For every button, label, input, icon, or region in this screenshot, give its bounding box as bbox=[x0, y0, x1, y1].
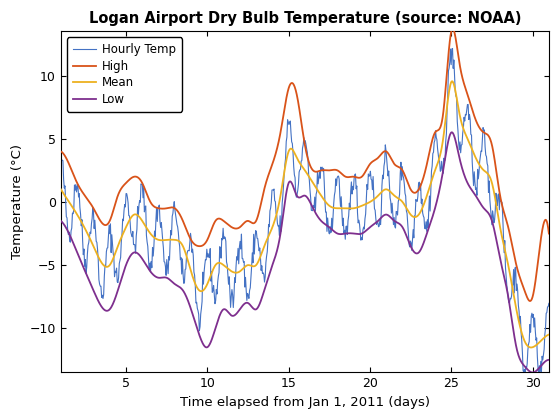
High bbox=[282, 102, 288, 107]
Hourly Temp bbox=[365, 187, 371, 192]
High bbox=[531, 282, 538, 287]
Hourly Temp bbox=[535, 372, 542, 377]
Hourly Temp bbox=[116, 258, 123, 263]
Line: Mean: Mean bbox=[61, 81, 549, 347]
Hourly Temp bbox=[67, 239, 73, 244]
Title: Logan Airport Dry Bulb Temperature (source: NOAA): Logan Airport Dry Bulb Temperature (sour… bbox=[88, 11, 521, 26]
Mean bbox=[532, 344, 539, 349]
High bbox=[532, 280, 539, 285]
Legend: Hourly Temp, High, Mean, Low: Hourly Temp, High, Mean, Low bbox=[67, 37, 182, 112]
Mean bbox=[282, 164, 288, 169]
Low bbox=[531, 369, 538, 374]
High bbox=[442, 92, 449, 97]
Low bbox=[532, 369, 539, 374]
Mean bbox=[295, 158, 301, 163]
Mean bbox=[82, 228, 89, 233]
Mean bbox=[58, 187, 64, 192]
Low bbox=[295, 195, 301, 200]
Mean bbox=[449, 79, 455, 84]
Hourly Temp bbox=[449, 46, 456, 51]
Mean bbox=[442, 121, 449, 126]
High bbox=[449, 26, 456, 31]
Low bbox=[82, 270, 89, 276]
High bbox=[58, 149, 64, 154]
Line: Hourly Temp: Hourly Temp bbox=[61, 48, 549, 375]
Low bbox=[545, 357, 552, 362]
Line: Low: Low bbox=[61, 132, 549, 373]
Hourly Temp bbox=[545, 301, 552, 306]
Low bbox=[58, 218, 64, 223]
Mean bbox=[528, 345, 534, 350]
High bbox=[295, 100, 301, 105]
Hourly Temp bbox=[166, 257, 173, 262]
Hourly Temp bbox=[58, 152, 64, 157]
Mean bbox=[531, 344, 538, 349]
High bbox=[527, 299, 534, 304]
High bbox=[82, 194, 89, 200]
Mean bbox=[545, 332, 552, 337]
High bbox=[545, 231, 552, 236]
Line: High: High bbox=[61, 29, 549, 301]
Hourly Temp bbox=[192, 283, 199, 288]
X-axis label: Time elapsed from Jan 1, 2011 (days): Time elapsed from Jan 1, 2011 (days) bbox=[180, 396, 430, 409]
Low bbox=[449, 130, 455, 135]
Low bbox=[442, 156, 449, 161]
Low bbox=[282, 197, 288, 202]
Low bbox=[529, 370, 536, 375]
Hourly Temp bbox=[379, 183, 385, 188]
Y-axis label: Temperature (°C): Temperature (°C) bbox=[11, 144, 24, 260]
